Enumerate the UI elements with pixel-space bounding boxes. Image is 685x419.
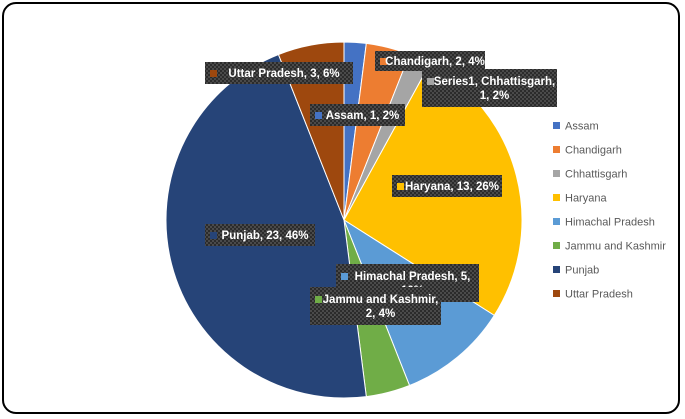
data-label-haryana-box [392,175,502,197]
legend-swatch-punjab [553,266,560,273]
data-label-chhattisgarh-text: 1, 2% [480,90,509,102]
data-labels: Assam, 1, 2%Chandigarh, 2, 4%Series1, Ch… [205,51,557,325]
data-label-jammu-and-kashmir-key [315,296,322,303]
legend-label-punjab: Punjab [565,265,599,277]
legend-label-haryana: Haryana [565,193,607,205]
data-label-chandigarh-box [375,51,485,71]
data-label-assam: Assam, 1, 2% [310,104,405,126]
legend-label-uttar-pradesh: Uttar Pradesh [565,289,633,301]
data-label-chandigarh-text: Chandigarh, 2, 4% [385,56,485,68]
data-label-assam-key [315,112,322,119]
data-label-haryana-text: Haryana, 13, 26% [405,181,499,193]
data-label-punjab-box [205,224,315,246]
data-label-punjab: Punjab, 23, 46% [205,224,315,246]
data-label-himachal-pradesh-key [341,273,348,280]
data-label-haryana-key [397,183,404,190]
data-label-uttar-pradesh-text: Uttar Pradesh, 3, 6% [228,68,339,80]
data-label-haryana: Haryana, 13, 26% [392,175,502,197]
legend-swatch-assam [553,122,560,129]
data-label-himachal-pradesh-text: Himachal Pradesh, 5, [355,271,471,283]
data-label-jammu-and-kashmir-box [310,287,441,325]
legend-swatch-chandigarh [553,146,560,153]
legend-swatch-himachal-pradesh [553,218,560,225]
data-label-chhattisgarh: Series1, Chhattisgarh, 1, 2% [422,69,557,107]
data-label-chhattisgarh-key [427,78,434,85]
legend-swatch-jammu-and-kashmir [553,242,560,249]
data-label-punjab-key [210,232,217,239]
chart-legend: Assam Chandigarh Chhattisgarh Haryana Himach… [553,121,666,301]
legend-label-chhattisgarh: Chhattisgarh [565,169,627,181]
data-label-jammu-and-kashmir-text: 2, 4% [366,308,395,320]
data-label-assam-text: Assam, 1, 2% [326,110,400,122]
data-label-chandigarh-key [380,58,387,65]
data-label-uttar-pradesh-key [210,70,217,77]
data-label-assam-box [310,104,405,126]
data-label-jammu-and-kashmir-text: Jammu and Kashmir, [323,294,439,306]
legend-swatch-chhattisgarh [553,170,560,177]
data-label-chandigarh: Chandigarh, 2, 4% [375,51,485,71]
pie-slice-uttar-pradesh [277,41,345,221]
data-label-uttar-pradesh: Uttar Pradesh, 3, 6% [205,62,353,84]
data-label-uttar-pradesh-box [205,62,353,84]
legend-label-chandigarh: Chandigarh [565,145,622,157]
data-label-jammu-and-kashmir: Jammu and Kashmir, 2, 4% [310,287,441,325]
legend-swatch-haryana [553,194,560,201]
data-label-punjab-text: Punjab, 23, 46% [222,230,309,242]
data-label-chhattisgarh-box [422,69,557,107]
data-label-chhattisgarh-text: Series1, Chhattisgarh, [434,76,555,88]
legend-label-jammu-and-kashmir: Jammu and Kashmir [565,241,666,253]
legend-swatch-uttar-pradesh [553,290,560,297]
legend-label-assam: Assam [565,121,599,133]
legend-label-himachal-pradesh: Himachal Pradesh [565,217,655,229]
